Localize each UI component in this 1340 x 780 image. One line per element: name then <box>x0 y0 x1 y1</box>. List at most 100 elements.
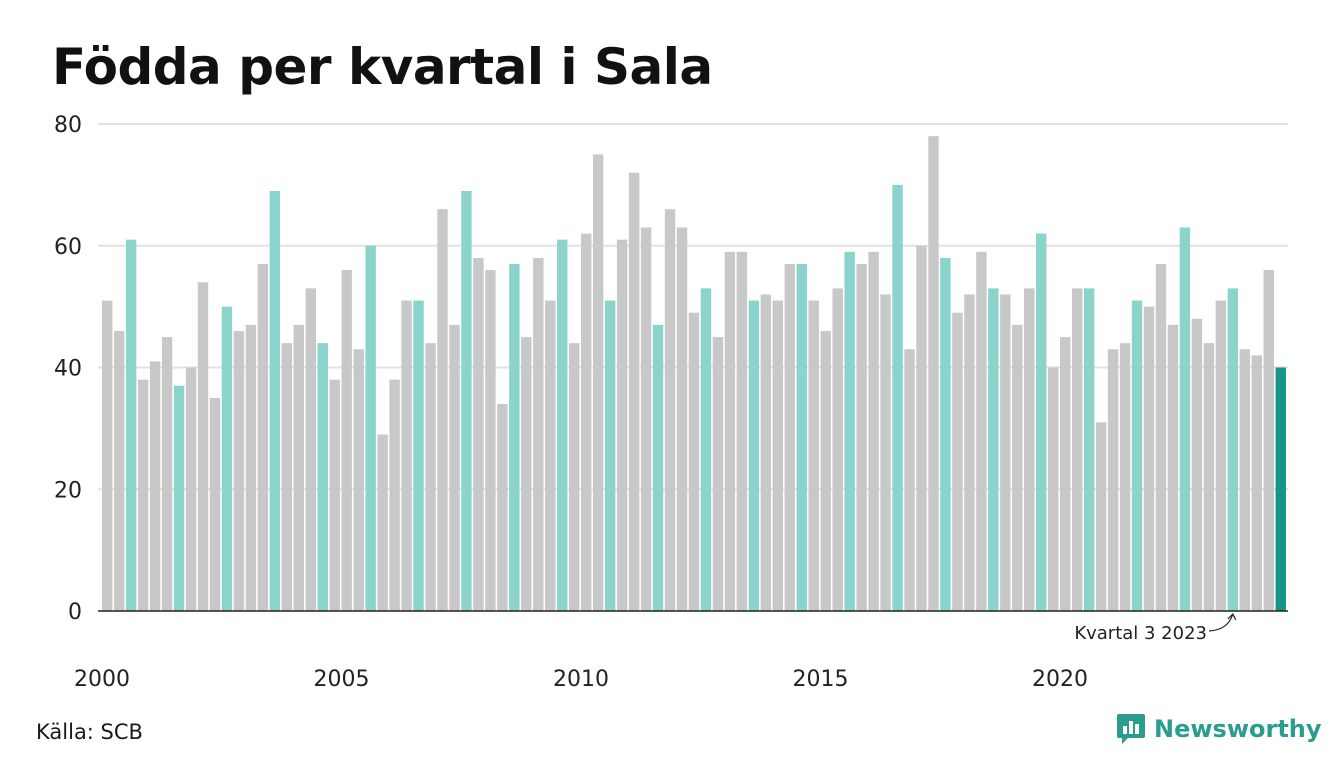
bar <box>592 154 604 611</box>
bar <box>485 270 496 611</box>
bar <box>1179 227 1191 612</box>
bar <box>581 233 592 611</box>
bar <box>449 324 460 611</box>
bar <box>712 337 724 611</box>
y-tick-label: 40 <box>54 357 82 382</box>
bar <box>760 294 772 611</box>
bar <box>461 190 472 611</box>
annotation-arrow <box>1208 612 1237 632</box>
bar <box>473 257 484 611</box>
bar <box>317 343 328 611</box>
x-tick-label: 2000 <box>74 667 130 692</box>
source-label: Källa: SCB <box>36 720 143 744</box>
bar <box>868 251 879 611</box>
newsworthy-logo-icon <box>1117 714 1145 744</box>
bar <box>137 379 149 611</box>
bar <box>1083 288 1095 611</box>
bar <box>688 312 700 611</box>
x-tick-label: 2005 <box>314 667 370 692</box>
bar <box>808 300 819 611</box>
bar <box>1107 349 1119 611</box>
bar <box>161 337 173 611</box>
bar <box>1167 324 1179 611</box>
annotation-label: Kvartal 3 2023 <box>1074 623 1207 644</box>
bars <box>102 136 1286 612</box>
brand-logo[interactable]: Newsworthy <box>1116 712 1322 746</box>
y-tick-label: 20 <box>54 478 82 503</box>
bar <box>185 367 197 611</box>
bar <box>1143 306 1155 611</box>
bar <box>1119 343 1131 611</box>
bar <box>988 288 999 611</box>
bar <box>1203 343 1215 611</box>
bar <box>245 324 257 611</box>
bar <box>784 264 795 611</box>
bar <box>377 434 388 611</box>
bar <box>365 245 376 611</box>
bar <box>664 209 676 611</box>
x-axis-tick-labels: 2000 2005 2010 2015 2020 <box>74 667 1088 692</box>
bar <box>916 245 927 611</box>
bar <box>125 239 137 611</box>
chart-title: Födda per kvartal i Sala <box>52 38 713 96</box>
bar <box>329 379 340 611</box>
bar <box>1048 367 1059 611</box>
bar <box>389 379 400 611</box>
bar <box>820 330 831 611</box>
bar <box>569 343 580 611</box>
bar <box>952 312 963 611</box>
x-tick-label: 2020 <box>1032 667 1088 692</box>
bar <box>1155 264 1167 611</box>
bar <box>1012 324 1023 611</box>
bar <box>269 190 281 611</box>
bar <box>197 282 209 611</box>
bar <box>976 251 987 611</box>
bar <box>676 227 688 612</box>
bar <box>904 349 915 611</box>
bar <box>928 136 939 612</box>
bar <box>497 404 508 611</box>
bar <box>209 397 221 611</box>
bar <box>640 227 652 612</box>
bar <box>1071 288 1083 611</box>
bar <box>772 300 783 611</box>
bar <box>341 270 352 611</box>
bar <box>149 361 161 611</box>
bar <box>1060 337 1071 611</box>
bar <box>1191 318 1203 611</box>
y-tick-label: 0 <box>68 600 82 625</box>
x-tick-label: 2010 <box>553 667 609 692</box>
bar <box>533 257 544 611</box>
bar <box>1095 422 1107 611</box>
x-tick-label: 2015 <box>793 667 849 692</box>
bar <box>1263 270 1274 611</box>
bar <box>1131 300 1143 611</box>
bar <box>628 172 640 611</box>
bar <box>844 251 855 611</box>
bar <box>700 288 712 611</box>
y-axis-tick-labels: 0 20 40 60 80 <box>54 113 82 625</box>
bar <box>233 330 245 611</box>
annotation: Kvartal 3 2023 <box>1074 612 1237 644</box>
brand-name: Newsworthy <box>1154 715 1322 743</box>
bar <box>652 324 664 611</box>
bar <box>880 294 891 611</box>
bar <box>293 324 304 611</box>
bar <box>1024 288 1035 611</box>
bar <box>748 300 760 611</box>
bar <box>221 306 233 611</box>
bar <box>401 300 412 611</box>
bar <box>113 330 125 611</box>
bar <box>832 288 843 611</box>
bar <box>413 300 424 611</box>
bar <box>616 239 628 611</box>
bar <box>1036 233 1047 611</box>
bar <box>437 209 448 611</box>
bar <box>509 264 520 611</box>
bar <box>1215 300 1227 611</box>
bar <box>1227 288 1239 611</box>
bar <box>1275 367 1286 611</box>
bar <box>796 264 807 611</box>
bar <box>1251 355 1262 611</box>
